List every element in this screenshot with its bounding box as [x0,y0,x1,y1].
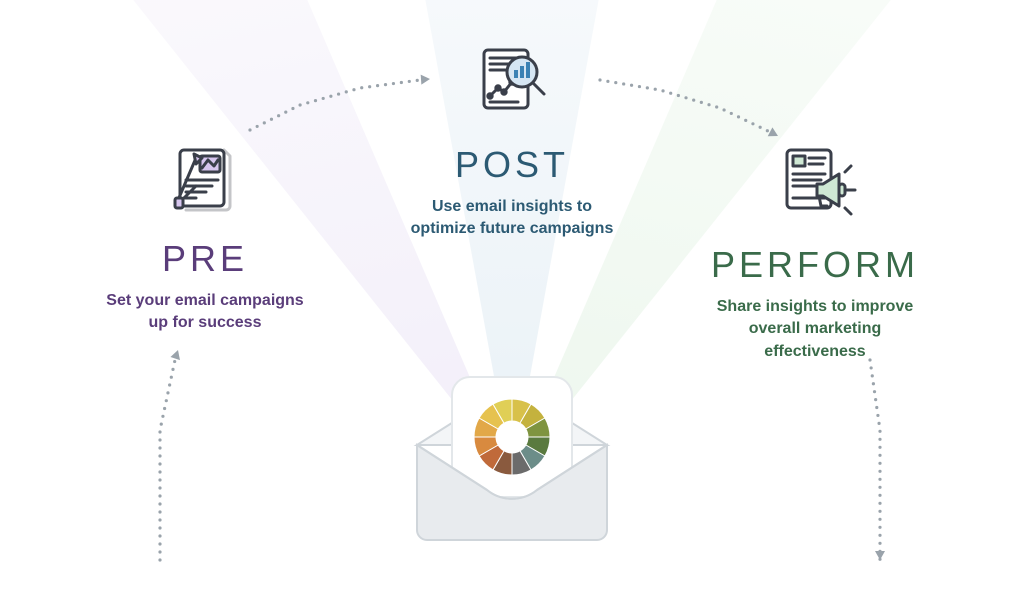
post-desc: Use email insights to optimize future ca… [397,196,627,241]
perform-desc: Share insights to improve overall market… [700,296,930,363]
perform-title: PERFORM [700,244,930,286]
column-post: POST Use email insights to optimize futu… [397,40,627,241]
pre-desc: Set your email campaigns up for success [90,290,320,335]
column-pre: PRE Set your email campaigns up for succ… [90,140,320,335]
infographic-stage: PRE Set your email campaigns up for succ… [0,0,1024,595]
pre-icon [90,140,320,218]
post-icon [397,40,627,124]
pre-title: PRE [90,238,320,280]
column-perform: PERFORM Share insights to improve overal… [700,140,930,363]
envelope [397,355,627,555]
post-title: POST [397,144,627,186]
perform-icon [700,140,930,224]
